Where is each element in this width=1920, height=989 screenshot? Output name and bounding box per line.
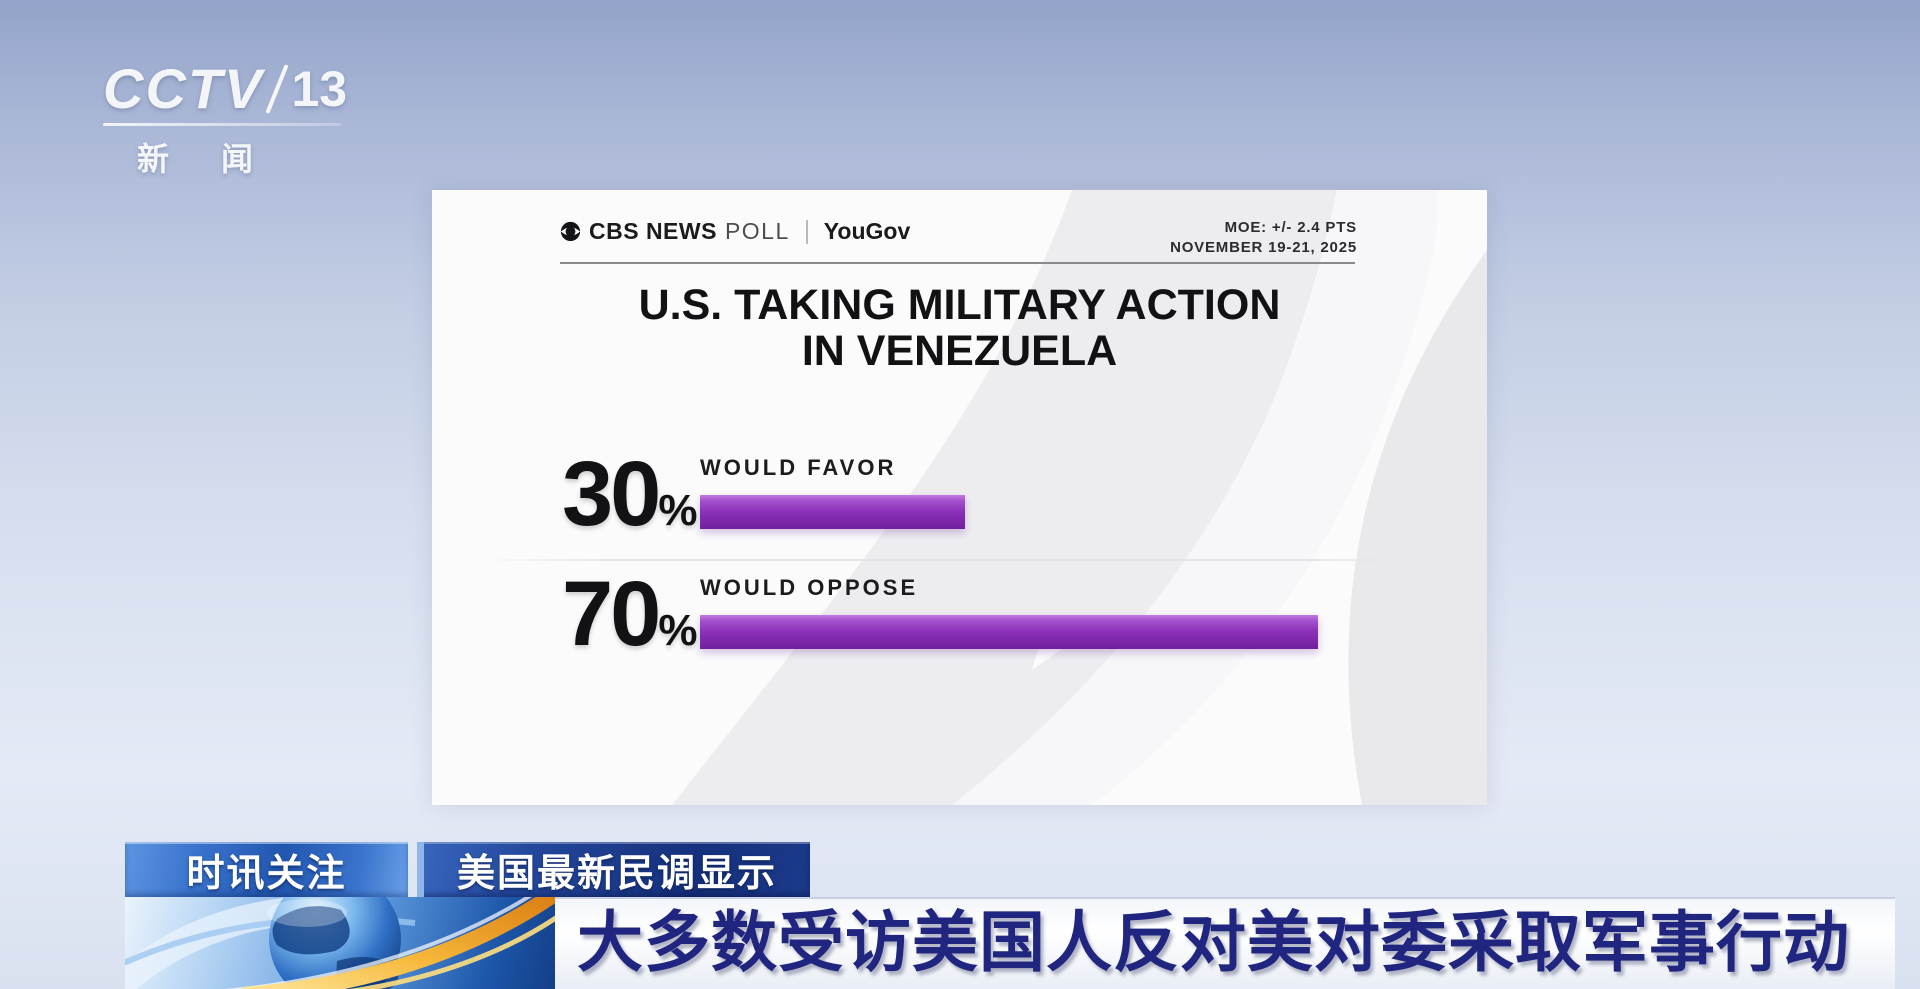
poll-wordmark: POLL <box>724 218 790 244</box>
cctv-logo-text: CCTV <box>103 57 264 120</box>
percent-sign: % <box>658 486 698 535</box>
favor-label: WOULD FAVOR <box>700 455 897 480</box>
cbs-news-wordmark: CBS NEWS <box>589 218 717 244</box>
poll-title: U.S. TAKING MILITARY ACTION IN VENEZUELA <box>432 282 1487 375</box>
oppose-value: 70% <box>562 563 698 665</box>
poll-title-line2: IN VENEZUELA <box>801 327 1118 376</box>
logo-slash-divider <box>265 63 290 114</box>
poll-brand: CBS NEWS POLL YouGov <box>560 218 910 245</box>
header-divider-rule <box>560 262 1355 264</box>
cbs-eye-icon <box>560 221 581 242</box>
logo-underline <box>103 123 341 126</box>
poll-card: CBS NEWS POLL YouGov MOE: +/- 2.4 PTS NO… <box>432 190 1487 805</box>
card-swoosh-decoration <box>672 190 1487 805</box>
channel-subtitle: 新闻 <box>137 141 306 177</box>
news-globe-graphic <box>125 897 555 989</box>
poll-card-header: CBS NEWS POLL YouGov MOE: +/- 2.4 PTS NO… <box>560 218 1357 257</box>
channel-number: 13 <box>291 60 348 117</box>
headline-strip: 大多数受访美国人反对美对委采取军事行动 <box>555 897 1895 989</box>
globe-icon <box>125 897 555 989</box>
ticker-topic-badge: 美国最新民调显示 <box>417 842 810 897</box>
poll-moe: MOE: +/- 2.4 PTS <box>1224 219 1357 236</box>
oppose-bar <box>700 615 1318 649</box>
favor-bar <box>700 495 965 529</box>
poll-date-range: NOVEMBER 19-21, 2025 <box>1170 238 1357 256</box>
channel-logo: CCTV 13 新闻 <box>103 56 347 180</box>
poll-meta: MOE: +/- 2.4 PTS NOVEMBER 19-21, 2025 <box>1170 218 1357 257</box>
brand-separator <box>805 219 808 244</box>
favor-value: 30% <box>562 443 698 545</box>
rows-divider-rule <box>480 559 1439 561</box>
poll-title-line1: U.S. TAKING MILITARY ACTION <box>638 281 1281 329</box>
yougov-wordmark: YouGov <box>823 218 911 244</box>
ticker-program-badge: 时讯关注 <box>125 842 408 897</box>
news-headline: 大多数受访美国人反对美对委采取军事行动 <box>577 905 1850 979</box>
percent-sign: % <box>658 606 698 655</box>
oppose-label: WOULD OPPOSE <box>700 575 919 600</box>
